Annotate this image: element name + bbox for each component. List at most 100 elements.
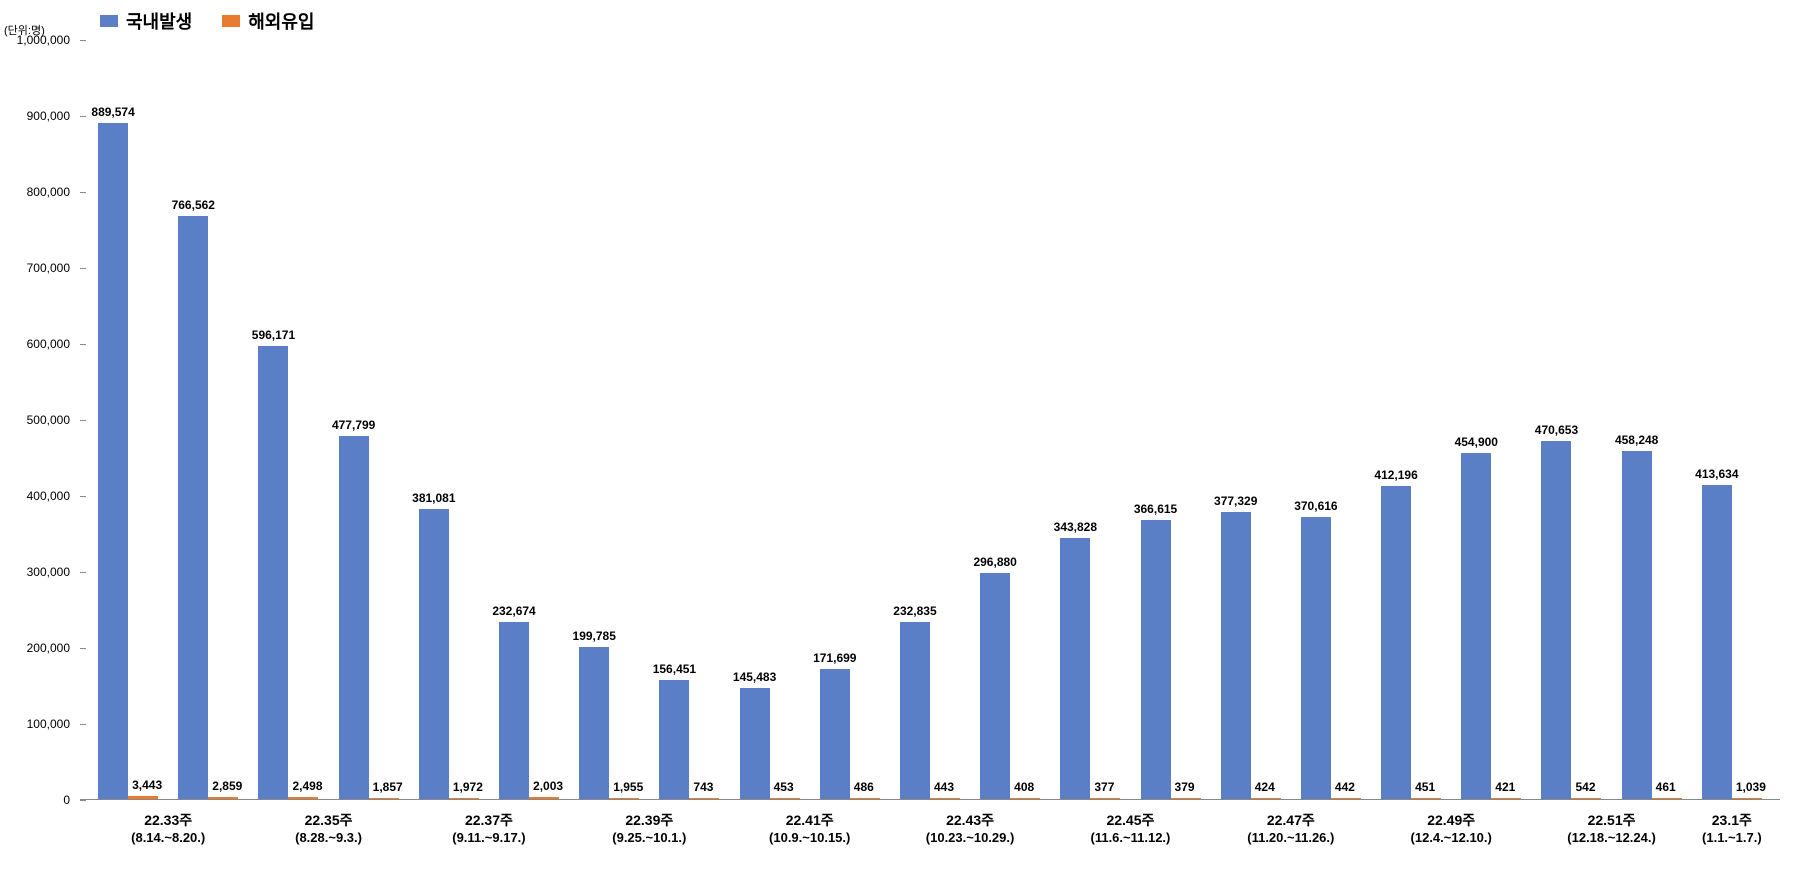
bar-group: 470,653542 xyxy=(1531,40,1611,799)
bar-imported: 453 xyxy=(770,798,800,799)
x-tick-line1: 22.43주 xyxy=(890,810,1050,830)
x-tick-line1: 22.49주 xyxy=(1371,810,1531,830)
bar-label-domestic: 458,248 xyxy=(1615,433,1658,451)
y-tick-label: 700,000 xyxy=(27,261,70,275)
x-tick-label: 22.37주(9.11.~9.17.) xyxy=(409,800,569,845)
bar-domestic: 145,483 xyxy=(740,688,770,799)
bar-domestic: 199,785 xyxy=(579,647,609,799)
bar-label-domestic: 377,329 xyxy=(1214,494,1257,512)
x-tick-line1: 22.39주 xyxy=(569,810,729,830)
y-tick-mark xyxy=(80,648,86,649)
bar-domestic: 370,616 xyxy=(1301,517,1331,799)
bar-domestic: 377,329 xyxy=(1221,512,1251,799)
bar-imported: 3,443 xyxy=(128,796,158,799)
bar-domestic: 343,828 xyxy=(1060,538,1090,799)
bar-label-imported: 2,859 xyxy=(212,779,242,797)
legend-label-imported: 해외유입 xyxy=(248,8,314,34)
bar-label-domestic: 454,900 xyxy=(1455,435,1498,453)
bar-domestic: 889,574 xyxy=(98,123,128,799)
bar-label-imported: 743 xyxy=(693,780,713,798)
bar-domestic: 366,615 xyxy=(1141,520,1171,799)
x-tick-line1: 22.35주 xyxy=(248,810,408,830)
x-tick-label: 22.45주(11.6.~11.12.) xyxy=(1050,800,1210,845)
x-tick-line2: (9.25.~10.1.) xyxy=(569,830,729,845)
x-tick-line2: (8.14.~8.20.) xyxy=(88,830,248,845)
x-tick-label: 22.47주(11.20.~11.26.) xyxy=(1211,800,1371,845)
bar-label-imported: 421 xyxy=(1495,780,1515,798)
bar-label-domestic: 145,483 xyxy=(733,670,776,688)
bar-imported: 1,039 xyxy=(1732,798,1762,799)
bar-group: 232,6742,003 xyxy=(489,40,569,799)
bar-label-imported: 442 xyxy=(1335,780,1355,798)
bar-domestic: 454,900 xyxy=(1461,453,1491,799)
bar-group: 370,616442 xyxy=(1291,40,1371,799)
bar-imported: 377 xyxy=(1090,798,1120,799)
y-tick-label: 600,000 xyxy=(27,337,70,351)
bar-label-domestic: 889,574 xyxy=(91,105,134,123)
bar-label-imported: 486 xyxy=(854,780,874,798)
bar-label-domestic: 381,081 xyxy=(412,491,455,509)
bar-label-domestic: 370,616 xyxy=(1294,499,1337,517)
x-tick-line1: 22.45주 xyxy=(1050,810,1210,830)
chart-container: (단위:명) 국내발생 해외유입 0100,000200,000300,0004… xyxy=(0,0,1800,874)
bar-label-imported: 1,039 xyxy=(1736,780,1766,798)
bar-domestic: 470,653 xyxy=(1541,441,1571,799)
bar-group: 458,248 461 xyxy=(1612,40,1692,799)
bar-group: 766,5622,859 xyxy=(168,40,248,799)
bar-group: 296,880 408 xyxy=(970,40,1050,799)
y-tick-mark xyxy=(80,192,86,193)
bar-domestic: 766,562 xyxy=(178,216,208,799)
bar-group: 171,699 486 xyxy=(810,40,890,799)
bar-imported: 443 xyxy=(930,798,960,799)
x-tick-line2: (12.18.~12.24.) xyxy=(1531,830,1691,845)
legend-swatch-domestic xyxy=(100,15,118,27)
bar-label-domestic: 232,835 xyxy=(893,604,936,622)
bar-group: 377,329424 xyxy=(1211,40,1291,799)
bar-imported: 461 xyxy=(1652,798,1682,799)
bar-label-domestic: 766,562 xyxy=(172,198,215,216)
bar-group: 381,0811,972 xyxy=(409,40,489,799)
bar-imported: 408 xyxy=(1010,798,1040,799)
bar-label-imported: 1,857 xyxy=(373,780,403,798)
x-tick-label: 22.41주(10.9.~10.15.) xyxy=(730,800,890,845)
bar-group: 889,5743,443 xyxy=(88,40,168,799)
x-tick-label: 23.1주(1.1.~1.7.) xyxy=(1692,800,1772,845)
x-tick-label: 22.35주(8.28.~9.3.) xyxy=(248,800,408,845)
y-tick-label: 500,000 xyxy=(27,413,70,427)
bar-label-imported: 542 xyxy=(1575,780,1595,798)
y-tick-label: 800,000 xyxy=(27,185,70,199)
bars-wrapper: 889,5743,443766,5622,859596,1712,498477,… xyxy=(80,40,1780,799)
bar-group: 145,483453 xyxy=(730,40,810,799)
bar-imported: 542 xyxy=(1571,798,1601,799)
bar-label-imported: 424 xyxy=(1255,780,1275,798)
y-tick-mark xyxy=(80,40,86,41)
x-tick-line1: 22.51주 xyxy=(1531,810,1691,830)
bar-label-imported: 443 xyxy=(934,780,954,798)
y-tick-label: 0 xyxy=(63,793,70,807)
bar-imported: 2,498 xyxy=(288,797,318,799)
y-tick-label: 1,000,000 xyxy=(17,33,70,47)
bar-domestic: 412,196 xyxy=(1381,486,1411,799)
bar-group: 232,835 443 xyxy=(890,40,970,799)
x-tick-label: 22.33주(8.14.~8.20.) xyxy=(88,800,248,845)
bar-group: 413,6341,039 xyxy=(1692,40,1772,799)
bar-label-domestic: 596,171 xyxy=(252,328,295,346)
x-tick-line2: (10.23.~10.29.) xyxy=(890,830,1050,845)
bar-label-imported: 453 xyxy=(774,780,794,798)
bar-label-domestic: 296,880 xyxy=(973,555,1016,573)
bar-group: 412,196451 xyxy=(1371,40,1451,799)
bar-imported: 2,003 xyxy=(529,797,559,799)
bar-label-domestic: 171,699 xyxy=(813,651,856,669)
bar-label-domestic: 412,196 xyxy=(1374,468,1417,486)
y-tick-label: 400,000 xyxy=(27,489,70,503)
bar-imported: 424 xyxy=(1251,798,1281,799)
bar-group: 366,615379 xyxy=(1130,40,1210,799)
bar-imported: 421 xyxy=(1491,798,1521,799)
y-tick-mark xyxy=(80,800,86,801)
bar-label-domestic: 199,785 xyxy=(573,629,616,647)
legend-item-imported: 해외유입 xyxy=(222,8,314,34)
bar-domestic: 596,171 xyxy=(258,346,288,799)
x-tick-label: 22.39주(9.25.~10.1.) xyxy=(569,800,729,845)
bar-domestic: 381,081 xyxy=(419,509,449,799)
legend-label-domestic: 국내발생 xyxy=(126,8,192,34)
